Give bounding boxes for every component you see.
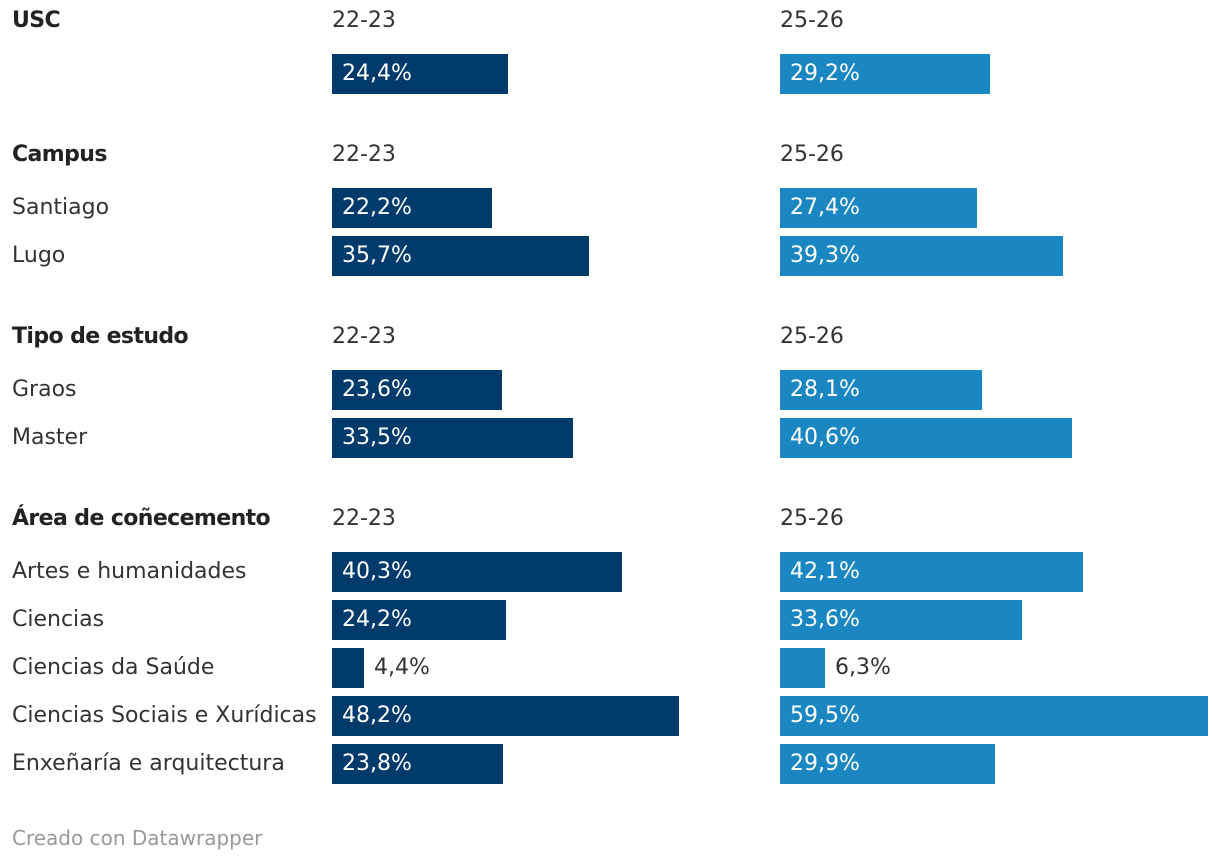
column-header: 22-23	[332, 324, 396, 349]
bar-value-label: 22,2%	[342, 195, 412, 220]
column-header: 25-26	[780, 324, 844, 349]
bar-value-label: 23,6%	[342, 377, 412, 402]
column-header: 25-26	[780, 142, 844, 167]
column-header: 22-23	[332, 506, 396, 531]
bar-value-label: 23,8%	[342, 751, 412, 776]
bar	[780, 188, 977, 228]
bar	[780, 236, 1063, 276]
bar	[780, 600, 1022, 640]
bar	[780, 744, 995, 784]
column-header: 22-23	[332, 8, 396, 33]
column-header: 25-26	[780, 8, 844, 33]
column-header: 25-26	[780, 506, 844, 531]
row-label: Enxeñaría e arquitectura	[12, 751, 285, 776]
bar-value-label: 39,3%	[790, 243, 860, 268]
column-header: 22-23	[332, 142, 396, 167]
bar	[780, 648, 825, 688]
bar	[332, 648, 364, 688]
bar-value-label: 40,6%	[790, 425, 860, 450]
row-label: Lugo	[12, 243, 66, 268]
row-label: Ciencias Sociais e Xurídicas	[12, 703, 317, 728]
bar	[780, 54, 990, 94]
bar-value-label: 29,9%	[790, 751, 860, 776]
bar	[332, 744, 503, 784]
bar	[780, 370, 982, 410]
row-label: Artes e humanidades	[12, 559, 247, 584]
bar	[780, 552, 1083, 592]
bar-value-label: 29,2%	[790, 61, 860, 86]
bar	[332, 696, 679, 736]
group-title: Tipo de estudo	[12, 324, 189, 349]
bar-value-label: 35,7%	[342, 243, 412, 268]
bar-value-label: 59,5%	[790, 703, 860, 728]
bar	[332, 236, 589, 276]
bar	[332, 54, 508, 94]
bar	[780, 696, 1208, 736]
bar	[780, 418, 1072, 458]
credit-text[interactable]: Creado con Datawrapper	[12, 826, 263, 850]
bar-value-label: 40,3%	[342, 559, 412, 584]
row-label: Ciencias da Saúde	[12, 655, 215, 680]
bar-value-label: 6,3%	[835, 655, 891, 680]
bar	[332, 418, 573, 458]
bar	[332, 552, 622, 592]
bar-value-label: 48,2%	[342, 703, 412, 728]
group-title: USC	[12, 8, 61, 33]
row-label: Master	[12, 425, 88, 450]
bar-value-label: 33,5%	[342, 425, 412, 450]
bar-value-label: 33,6%	[790, 607, 860, 632]
bar-value-label: 4,4%	[374, 655, 430, 680]
row-label: Santiago	[12, 195, 110, 220]
bar	[332, 370, 502, 410]
bar-value-label: 27,4%	[790, 195, 860, 220]
bar	[332, 188, 492, 228]
row-label: Graos	[12, 377, 77, 402]
bar	[332, 600, 506, 640]
bar-value-label: 24,2%	[342, 607, 412, 632]
bar-value-label: 24,4%	[342, 61, 412, 86]
group-title: Área de coñecemento	[12, 506, 271, 531]
bar-value-label: 42,1%	[790, 559, 860, 584]
row-label: Ciencias	[12, 607, 105, 632]
group-title: Campus	[12, 142, 107, 167]
bar-value-label: 28,1%	[790, 377, 860, 402]
